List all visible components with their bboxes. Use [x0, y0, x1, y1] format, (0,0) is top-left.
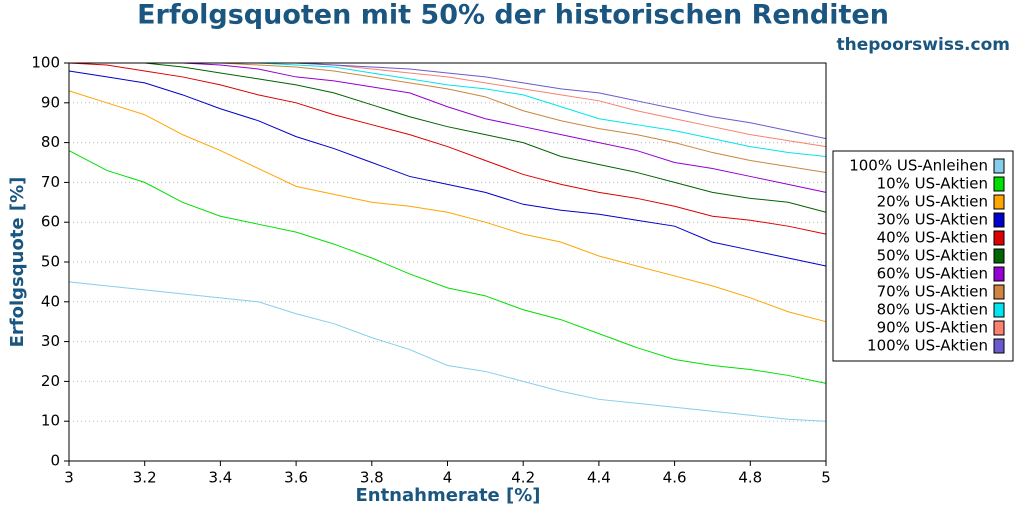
legend-label: 50% US-Aktien	[877, 247, 988, 265]
x-tick-label: 3.2	[133, 469, 157, 487]
y-tick-label: 0	[50, 452, 60, 470]
legend-label: 10% US-Aktien	[877, 175, 988, 193]
x-axis-label: Entnahmerate [%]	[355, 485, 540, 506]
legend-label: 70% US-Aktien	[877, 283, 988, 301]
plot-frame	[68, 62, 827, 462]
legend-swatch	[993, 230, 1005, 246]
legend-swatch	[993, 302, 1005, 318]
legend-swatch	[993, 158, 1005, 174]
line	[69, 62, 827, 140]
y-tick-label: 50	[41, 253, 60, 271]
legend-swatch	[993, 320, 1005, 336]
legend-label: 90% US-Aktien	[877, 319, 988, 337]
y-tick-label: 30	[41, 332, 60, 350]
line	[68, 90, 827, 323]
line	[69, 62, 827, 193]
legend-label: 100% US-Aktien	[867, 337, 988, 355]
x-tick-label: 3	[64, 469, 74, 487]
line	[68, 62, 827, 235]
source: thepoorswiss.com	[837, 35, 1011, 55]
y-tick-label: 40	[41, 292, 60, 310]
line	[69, 62, 827, 213]
y-tick-label: 60	[41, 213, 60, 231]
line	[69, 62, 827, 173]
x-tick-label: 4.2	[511, 469, 535, 487]
legend-swatch	[993, 338, 1005, 354]
y-tick-label: 20	[41, 372, 60, 390]
legend-swatch	[993, 194, 1005, 210]
chart-title: Erfolgsquoten mit 50% der historischen R…	[137, 0, 889, 31]
x-tick-label: 4.6	[663, 469, 687, 487]
legend-swatch	[993, 284, 1005, 300]
legend-label: 100% US-Anleihen	[849, 157, 988, 175]
y-axis-label: Erfolgsquote [%]	[7, 177, 28, 348]
y-tick-label: 90	[41, 93, 60, 111]
legend-swatch	[993, 266, 1005, 282]
legend-swatch	[993, 176, 1005, 192]
line	[68, 70, 827, 267]
y-tick-label: 100	[31, 54, 60, 72]
legend-swatch	[993, 212, 1005, 228]
legend-label: 30% US-Aktien	[877, 211, 988, 229]
legend-label: 40% US-Aktien	[877, 229, 988, 247]
x-tick-label: 3.6	[284, 469, 308, 487]
line	[68, 150, 827, 384]
y-tick-label: 70	[41, 173, 60, 191]
legend-label: 60% US-Aktien	[877, 265, 988, 283]
line	[69, 62, 827, 148]
y-tick-label: 80	[41, 133, 60, 151]
y-tick-label: 10	[41, 412, 60, 430]
x-tick-label: 3.4	[208, 469, 232, 487]
legend-box	[832, 150, 1014, 362]
x-tick-label: 5	[821, 469, 831, 487]
legend-label: 80% US-Aktien	[877, 301, 988, 319]
x-tick-label: 4	[443, 469, 453, 487]
line	[68, 281, 827, 422]
x-tick-label: 4.8	[738, 469, 762, 487]
x-tick-label: 4.4	[587, 469, 611, 487]
legend-swatch	[993, 248, 1005, 264]
legend-label: 20% US-Aktien	[877, 193, 988, 211]
x-tick-label: 3.8	[360, 469, 384, 487]
